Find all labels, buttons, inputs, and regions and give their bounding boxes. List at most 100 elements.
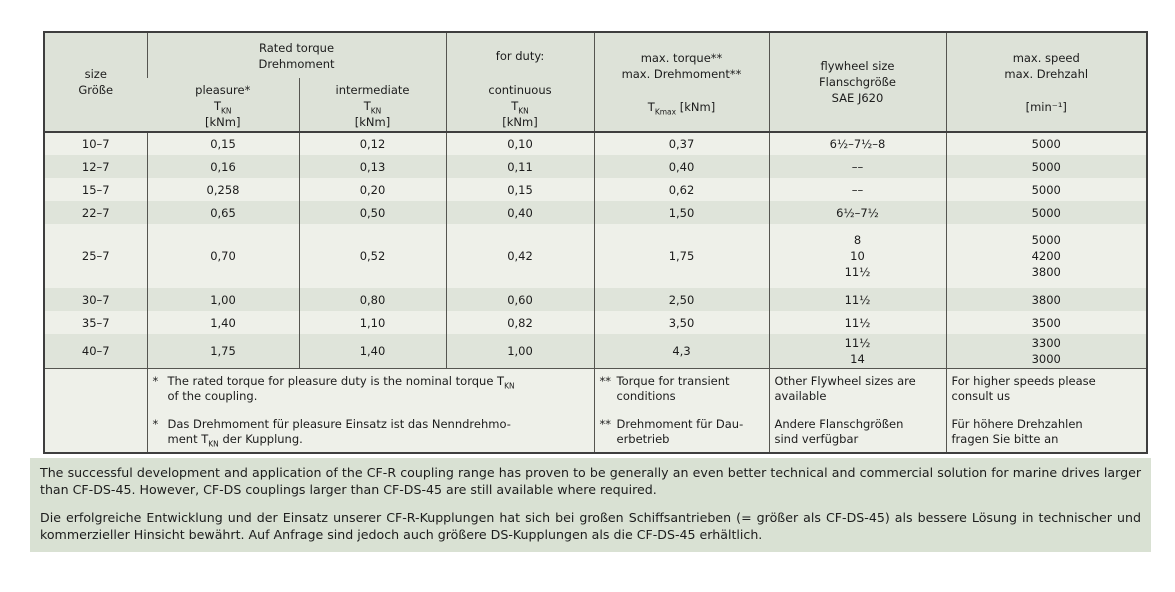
header-continuous: continuous TKN [kNm] xyxy=(445,78,594,132)
cell-flywheel: 6½–7½ xyxy=(768,201,946,224)
header-row-sub: pleasure* TKN [kNm] intermediate TKN [kN… xyxy=(44,78,1147,132)
table-header: size Größe Rated torque Drehmoment for d… xyxy=(44,32,1147,132)
footnote-empty-cell xyxy=(44,367,147,453)
header-flywheel-en: flywheel size xyxy=(820,59,895,73)
table-row-12-7: 12–7 0,16 0,13 0,11 0,40 –– 5000 xyxy=(44,155,1147,178)
cell-speed: 5000 xyxy=(945,201,1147,224)
header-rated-torque: Rated torque Drehmoment xyxy=(146,32,446,78)
footnote-rated-en: * The rated torque for pleasure duty is … xyxy=(152,373,515,403)
cell-pleasure: 0,70 xyxy=(146,224,299,288)
header-flywheel: flywheel size Flanschgröße SAE J620 xyxy=(768,32,946,132)
cell-continuous: 0,10 xyxy=(445,132,594,155)
cell-continuous: 1,00 xyxy=(445,334,594,368)
header-max-speed: max. speed max. Drehzahl [min⁻¹] xyxy=(945,32,1147,132)
footnote-flywheel-de: Andere Flanschgrößen sind verfügbar xyxy=(774,416,904,446)
cell-size: 30–7 xyxy=(81,292,110,307)
header-pleasure: pleasure* TKN [kNm] xyxy=(147,78,299,132)
table-row-25-7: 25–7 0,70 0,52 0,42 1,75 8 10 11½ 5000 4… xyxy=(44,224,1147,288)
cell-size: 12–7 xyxy=(81,159,110,174)
cell-speed: 5000 4200 3800 xyxy=(945,224,1147,288)
cell-continuous: 0,11 xyxy=(445,155,594,178)
header-intermediate-unit: [kNm] xyxy=(354,114,391,129)
footnote-torque-en: ** Torque for transient conditions xyxy=(599,373,730,403)
header-pleasure-symbol: TKN xyxy=(213,98,232,115)
cell-size: 15–7 xyxy=(81,182,110,197)
cell-max-torque: 4,3 xyxy=(593,334,769,368)
header-intermediate-symbol: TKN xyxy=(363,98,382,115)
footnote-speed-de: Für höhere Drehzahlen fragen Sie bitte a… xyxy=(951,416,1083,446)
cell-continuous: 0,82 xyxy=(445,311,594,334)
cell-intermediate: 0,80 xyxy=(298,288,446,311)
cell-pleasure: 1,00 xyxy=(146,288,299,311)
cell-intermediate: 0,50 xyxy=(298,201,446,224)
header-for-duty: for duty: xyxy=(445,32,594,78)
cell-pleasure: 0,15 xyxy=(146,132,299,155)
cell-flywheel: –– xyxy=(768,178,946,201)
cell-size: 25–7 xyxy=(81,249,110,263)
cell-max-torque: 0,37 xyxy=(593,132,769,155)
cell-size: 22–7 xyxy=(81,205,110,220)
header-size-en: size xyxy=(84,67,107,81)
cell-intermediate: 0,13 xyxy=(298,155,446,178)
cell-pleasure: 1,40 xyxy=(146,311,299,334)
cell-max-torque: 1,50 xyxy=(593,201,769,224)
header-size-de: Größe xyxy=(78,83,114,97)
cell-max-torque: 1,75 xyxy=(593,224,769,288)
cell-max-torque: 0,40 xyxy=(593,155,769,178)
cell-speed: 3300 3000 xyxy=(945,334,1147,368)
header-size: size Größe xyxy=(44,32,147,132)
header-max-speed-en: max. speed xyxy=(1012,50,1080,65)
table-row-40-7: 40–7 1,75 1,40 1,00 4,3 11½ 14 3300 3000 xyxy=(44,334,1147,368)
table-body: 10–7 0,15 0,12 0,10 0,37 6½–7½–8 5000 12… xyxy=(44,132,1147,368)
header-continuous-unit: [kNm] xyxy=(502,114,538,129)
cell-flywheel: 11½ xyxy=(768,288,946,311)
footnote-speed-en: For higher speeds please consult us xyxy=(951,373,1096,403)
cell-intermediate: 1,40 xyxy=(298,334,446,368)
header-flywheel-sae: SAE J620 xyxy=(831,91,884,105)
cell-max-torque: 3,50 xyxy=(593,311,769,334)
cell-size: 10–7 xyxy=(81,137,110,151)
footnote-flywheel: Other Flywheel sizes are available Ander… xyxy=(768,367,946,453)
cell-size: 40–7 xyxy=(81,343,110,358)
cell-pleasure: 0,258 xyxy=(146,178,299,201)
coupling-spec-table: size Größe Rated torque Drehmoment for d… xyxy=(43,31,1148,454)
cell-intermediate: 0,12 xyxy=(298,132,446,155)
cell-flywheel: 8 10 11½ xyxy=(768,224,946,288)
table-row-35-7: 35–7 1,40 1,10 0,82 3,50 11½ 3500 xyxy=(44,311,1147,334)
cell-speed: 3500 xyxy=(945,311,1147,334)
table-row-30-7: 30–7 1,00 0,80 0,60 2,50 11½ 3800 xyxy=(44,288,1147,311)
header-continuous-symbol: TKN xyxy=(511,98,529,115)
footnote-torque-de: ** Drehmoment für Dau- erbetrieb xyxy=(599,416,744,446)
description-block: The successful development and applicati… xyxy=(30,458,1151,552)
cell-flywheel: 6½–7½–8 xyxy=(768,132,946,155)
cell-intermediate: 0,20 xyxy=(298,178,446,201)
footnote-max-torque: ** Torque for transient conditions ** Dr… xyxy=(593,367,769,453)
header-rated-de: Drehmoment xyxy=(258,56,335,71)
table-row-10-7: 10–7 0,15 0,12 0,10 0,37 6½–7½–8 5000 xyxy=(44,132,1147,155)
header-row-top: size Größe Rated torque Drehmoment for d… xyxy=(44,32,1147,132)
description-paragraph-en: The successful development and applicati… xyxy=(40,465,1141,497)
cell-max-torque: 0,62 xyxy=(593,178,769,201)
table-footnotes: * The rated torque for pleasure duty is … xyxy=(44,367,1147,453)
header-rated-en: Rated torque xyxy=(258,40,335,55)
cell-pleasure: 1,75 xyxy=(146,334,299,368)
header-max-torque-symbol: TKmax [kNm] xyxy=(647,99,716,116)
footnote-rated-torque: * The rated torque for pleasure duty is … xyxy=(146,367,594,453)
cell-size: 35–7 xyxy=(81,315,110,330)
cell-continuous: 0,60 xyxy=(445,288,594,311)
cell-speed: 5000 xyxy=(945,132,1147,155)
cell-speed: 5000 xyxy=(945,155,1147,178)
cell-pleasure: 0,65 xyxy=(146,201,299,224)
header-max-torque: max. torque** max. Drehmoment** TKmax [k… xyxy=(593,32,769,132)
header-max-speed-unit: [min⁻¹] xyxy=(1025,99,1067,114)
header-intermediate: intermediate TKN [kNm] xyxy=(298,78,446,132)
cell-pleasure: 0,16 xyxy=(146,155,299,178)
table-row-22-7: 22–7 0,65 0,50 0,40 1,50 6½–7½ 5000 xyxy=(44,201,1147,224)
cell-continuous: 0,40 xyxy=(445,201,594,224)
cell-flywheel: –– xyxy=(768,155,946,178)
footnote-rated-de: * Das Drehmoment für pleasure Einsatz is… xyxy=(152,416,511,448)
footnote-row: * The rated torque for pleasure duty is … xyxy=(44,367,1147,453)
footnote-speed: For higher speeds please consult us Für … xyxy=(945,367,1147,453)
footnote-flywheel-en: Other Flywheel sizes are available xyxy=(774,373,916,403)
table-row-15-7: 15–7 0,258 0,20 0,15 0,62 –– 5000 xyxy=(44,178,1147,201)
